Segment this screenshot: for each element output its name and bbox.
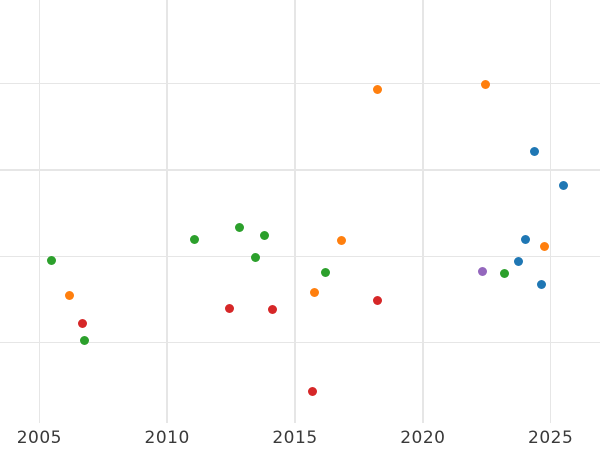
data-point-blue bbox=[536, 279, 546, 289]
data-point-orange bbox=[65, 290, 75, 300]
data-point-red bbox=[225, 303, 235, 313]
gridline-x-2025 bbox=[549, 0, 552, 423]
gridline-y-3 bbox=[0, 169, 600, 171]
data-point-blue bbox=[558, 181, 568, 191]
data-point-green bbox=[250, 252, 260, 262]
gridline-y-1 bbox=[0, 342, 600, 344]
data-point-orange bbox=[481, 80, 491, 90]
gridline-x-2015 bbox=[294, 0, 296, 423]
data-point-blue bbox=[529, 147, 539, 157]
gridline-y-4 bbox=[0, 83, 600, 85]
data-point-green bbox=[46, 256, 56, 266]
data-point-red bbox=[373, 295, 383, 305]
gridline-x-2020 bbox=[422, 0, 424, 423]
data-point-orange bbox=[372, 85, 382, 95]
data-point-red bbox=[267, 305, 277, 315]
x-tick-label-2010: 2010 bbox=[144, 428, 190, 448]
x-tick-label-2025: 2025 bbox=[528, 428, 574, 448]
data-point-green bbox=[79, 336, 89, 346]
x-tick-label-2020: 2020 bbox=[400, 428, 446, 448]
data-point-blue bbox=[521, 234, 531, 244]
data-point-green bbox=[259, 231, 269, 241]
gridline-x-2005 bbox=[38, 0, 41, 423]
data-point-green bbox=[321, 268, 331, 278]
data-point-orange bbox=[336, 236, 346, 246]
x-axis: 2005 2010 2015 2020 2025 bbox=[0, 423, 600, 450]
data-point-blue bbox=[514, 257, 524, 267]
gridline-x-2010 bbox=[166, 0, 168, 423]
x-tick-label-2015: 2015 bbox=[272, 428, 318, 448]
data-point-red bbox=[77, 319, 87, 329]
data-point-purple bbox=[477, 266, 487, 276]
data-point-green bbox=[234, 222, 244, 232]
plot-area bbox=[0, 0, 600, 423]
data-point-red bbox=[308, 386, 318, 396]
data-point-orange bbox=[539, 241, 549, 251]
data-point-green bbox=[190, 235, 200, 245]
data-point-green bbox=[499, 269, 509, 279]
gridline-y-2 bbox=[0, 255, 600, 258]
x-tick-label-2005: 2005 bbox=[16, 428, 62, 448]
data-point-orange bbox=[309, 288, 319, 298]
